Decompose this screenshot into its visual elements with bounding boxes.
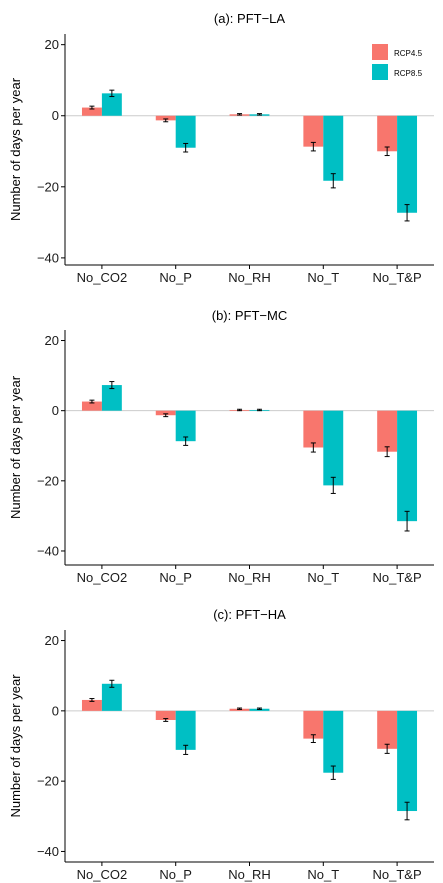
y-tick-label: 20 <box>45 633 59 648</box>
x-tick-label: No_T <box>307 270 339 285</box>
y-axis-label: Number of days per year <box>8 77 23 221</box>
bar-rcp45-no_p <box>155 115 176 121</box>
x-tick-label: No_T <box>307 570 339 585</box>
y-tick-label: 0 <box>52 108 59 123</box>
chart-title: (b): PFT−MC <box>212 308 287 323</box>
y-tick-label: 20 <box>45 37 59 52</box>
x-tick-label: No_T&P <box>373 270 422 285</box>
x-tick-label: No_CO2 <box>77 270 128 285</box>
bar-rcp45-no_t <box>303 710 324 739</box>
x-tick-label: No_CO2 <box>77 570 128 585</box>
bar-rcp45-no_co2 <box>81 699 102 711</box>
y-tick-label: 0 <box>52 403 59 418</box>
y-tick-label: −40 <box>37 250 59 265</box>
bar-rcp45-no_tandp <box>377 710 398 749</box>
bar-rcp85-no_co2 <box>101 93 122 116</box>
bar-rcp85-no_t <box>323 710 344 773</box>
bar-rcp85-no_co2 <box>101 385 122 411</box>
y-tick-label: −20 <box>37 774 59 789</box>
x-tick-label: No_CO2 <box>77 867 128 882</box>
bar-rcp45-no_t <box>303 410 324 448</box>
x-tick-label: No_T <box>307 867 339 882</box>
legend-label: RCP8.5 <box>394 69 423 78</box>
x-tick-label: No_T&P <box>373 570 422 585</box>
x-tick-label: No_RH <box>228 270 271 285</box>
x-tick-label: No_P <box>159 570 192 585</box>
y-tick-label: −20 <box>37 179 59 194</box>
legend-swatch <box>372 64 388 80</box>
bar-rcp85-no_tandp <box>397 410 418 522</box>
chart-panel-1: (a): PFT−LA Number of days per year 20 0 −20… <box>8 11 434 285</box>
chart-panel-3: (c): PFT−HA Number of days per year 20 0 −20… <box>8 607 434 882</box>
bar-rcp85-no_t <box>323 410 344 486</box>
x-tick-label: No_RH <box>228 570 271 585</box>
bar-rcp45-no_p <box>155 410 176 416</box>
legend-swatch <box>372 44 388 60</box>
x-tick-label: No_P <box>159 867 192 882</box>
y-axis-label: Number of days per year <box>8 375 23 519</box>
y-tick-label: 0 <box>52 703 59 718</box>
chart-title: (a): PFT−LA <box>214 11 285 26</box>
bar-rcp85-no_t <box>323 115 344 181</box>
bar-rcp85-no_p <box>175 710 196 750</box>
chart-title: (c): PFT−HA <box>213 607 286 622</box>
y-tick-label: 20 <box>45 333 59 348</box>
bar-rcp85-no_p <box>175 115 196 148</box>
bar-rcp45-no_t <box>303 115 324 147</box>
x-tick-label: No_T&P <box>373 867 422 882</box>
bar-rcp45-no_tandp <box>377 115 398 152</box>
y-tick-label: −20 <box>37 473 59 488</box>
bar-rcp85-no_p <box>175 410 196 442</box>
x-tick-label: No_RH <box>228 867 271 882</box>
y-axis-label: Number of days per year <box>8 674 23 818</box>
legend: RCP4.5 RCP8.5 <box>372 44 423 80</box>
y-tick-label: −40 <box>37 844 59 859</box>
bar-rcp45-no_co2 <box>81 401 102 411</box>
bar-rcp85-no_tandp <box>397 710 418 812</box>
x-tick-label: No_P <box>159 270 192 285</box>
legend-label: RCP4.5 <box>394 49 423 58</box>
bar-rcp85-no_co2 <box>101 683 122 711</box>
chart-panel-2: (b): PFT−MC Number of days per year 20 0 −20… <box>8 308 434 585</box>
bar-rcp45-no_p <box>155 710 176 720</box>
y-tick-label: −40 <box>37 543 59 558</box>
bar-rcp85-no_tandp <box>397 115 418 213</box>
bar-rcp45-no_co2 <box>81 107 102 116</box>
bar-rcp45-no_tandp <box>377 410 398 452</box>
